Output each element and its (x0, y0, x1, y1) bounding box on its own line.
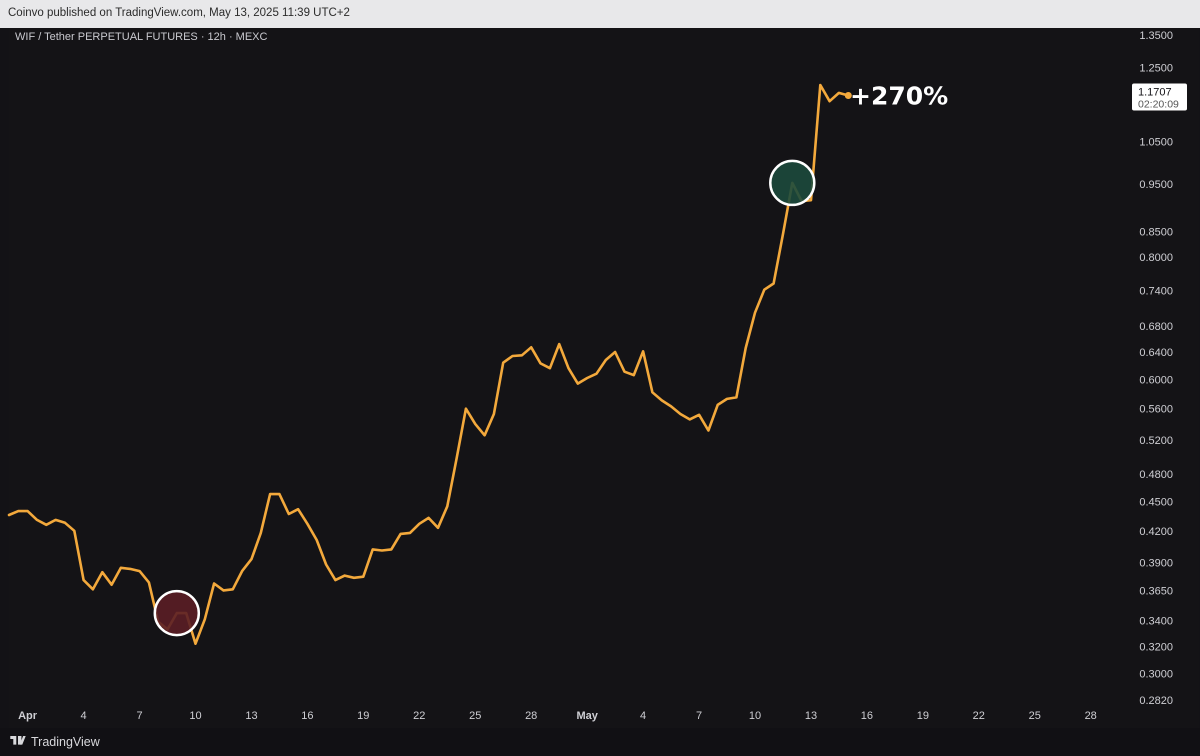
x-tick-label: 19 (917, 710, 929, 722)
bar-countdown: 02:20:09 (1138, 99, 1179, 111)
x-tick-label: May (576, 710, 598, 722)
brand[interactable]: TradingView (10, 735, 100, 749)
x-tick-label: 25 (1029, 710, 1041, 722)
x-tick-label: 4 (81, 710, 87, 722)
y-tick-label: 0.4800 (1139, 469, 1173, 481)
y-tick-label: 0.6400 (1139, 347, 1173, 359)
x-tick-label: 10 (189, 710, 201, 722)
x-tick-label: 28 (1085, 710, 1097, 722)
y-tick-label: 1.0500 (1139, 137, 1173, 149)
y-tick-label: 1.2500 (1139, 63, 1173, 75)
x-tick-label: 13 (805, 710, 817, 722)
y-tick-label: 0.7400 (1139, 285, 1173, 297)
plot-layer (7, 83, 850, 646)
last-price-value: 1.1707 (1138, 87, 1172, 99)
x-tick-label: 7 (696, 710, 702, 722)
y-tick-label: 0.3200 (1139, 641, 1173, 653)
y-tick-label: 0.3400 (1139, 616, 1173, 628)
y-tick-label: 0.6800 (1139, 321, 1173, 333)
x-tick-label: 13 (245, 710, 257, 722)
y-axis[interactable]: 1.35001.25001.15001.05000.95000.85000.80… (1139, 30, 1173, 707)
last-price-dot (844, 92, 852, 99)
x-axis[interactable]: Apr 4 7 10 13 16 19 22 25 28 May 4 7 10 13 16 19 22 25 28 (18, 710, 1097, 722)
x-tick-label: 19 (357, 710, 369, 722)
percent-gain-annotation: +270% (850, 82, 948, 111)
bottom-bar: TradingView (0, 728, 1200, 756)
y-tick-label: 0.8500 (1139, 227, 1173, 239)
x-tick-label: 25 (469, 710, 481, 722)
x-tick-label: 28 (525, 710, 537, 722)
y-tick-label: 0.9500 (1139, 179, 1173, 191)
x-tick-label: 22 (413, 710, 425, 722)
publish-line: Coinvo published on TradingView.com, May… (8, 7, 350, 19)
y-tick-label: 0.5200 (1139, 435, 1173, 447)
y-tick-label: 0.4500 (1139, 497, 1173, 509)
y-tick-label: 0.3650 (1139, 585, 1173, 597)
y-tick-label: 0.3900 (1139, 557, 1173, 569)
brand-name: TradingView (31, 735, 100, 749)
high-point-marker (769, 159, 816, 207)
top-bar: Coinvo published on TradingView.com, May… (0, 0, 1200, 28)
x-tick-label: 7 (137, 710, 143, 722)
x-tick-label: 4 (640, 710, 646, 722)
y-tick-label: 0.6000 (1139, 374, 1173, 386)
y-tick-label: 0.4200 (1139, 526, 1173, 538)
y-tick-label: 0.2820 (1139, 695, 1173, 707)
x-tick-label: 10 (749, 710, 761, 722)
y-tick-label: 0.5600 (1139, 404, 1173, 416)
tradingview-logo-icon (10, 736, 26, 745)
y-tick-label: 1.3500 (1139, 30, 1173, 42)
x-tick-label: 16 (861, 710, 873, 722)
chart-title: WIF / Tether PERPETUAL FUTURES · 12h · M… (15, 31, 268, 43)
x-tick-label: 22 (973, 710, 985, 722)
low-point-marker (153, 589, 201, 637)
y-tick-label: 0.3000 (1139, 669, 1173, 681)
markers-layer (153, 92, 852, 637)
y-tick-label: 0.8000 (1139, 252, 1173, 264)
price-line (7, 83, 850, 646)
x-tick-label: Apr (18, 710, 38, 722)
x-tick-label: 16 (301, 710, 313, 722)
